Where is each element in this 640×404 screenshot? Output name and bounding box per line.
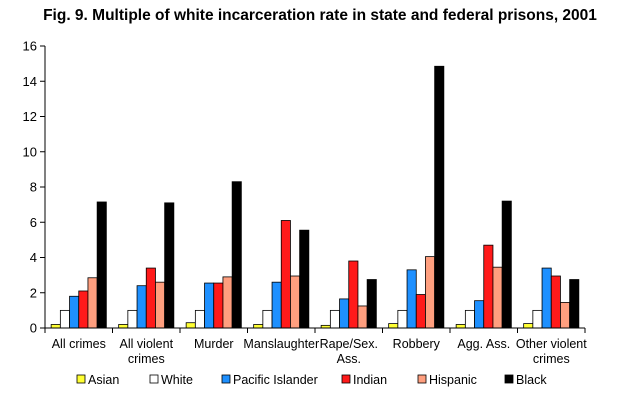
y-tick-label: 12 [23, 109, 37, 124]
bar-hispanic-4 [357, 305, 368, 329]
bar-pacific-islander-3 [271, 281, 282, 329]
legend-swatch-black [504, 374, 514, 384]
bar-white-1 [127, 309, 138, 329]
legend-swatch-white [149, 374, 159, 384]
legend-swatch-asian [76, 374, 86, 384]
legend-label-pacific-islander: Pacific Islander [233, 373, 318, 387]
bar-indian-1 [145, 267, 156, 329]
x-category-label: crimes [128, 352, 165, 366]
y-tick-label: 4 [30, 250, 37, 265]
bar-black-1 [164, 202, 175, 329]
bar-asian-6 [455, 324, 466, 329]
bar-asian-1 [118, 324, 129, 329]
bar-indian-6 [483, 244, 494, 329]
x-category-label: crimes [533, 352, 570, 366]
bar-black-4 [366, 279, 377, 329]
x-category-label: Other violent [516, 337, 587, 351]
bar-indian-0 [78, 290, 89, 329]
bar-hispanic-3 [290, 275, 301, 329]
bar-black-6 [501, 200, 512, 329]
y-tick-label: 10 [23, 144, 37, 159]
y-tick-label: 16 [23, 39, 37, 54]
y-tick-label: 2 [30, 285, 37, 300]
bar-indian-2 [213, 282, 224, 329]
bar-black-3 [299, 229, 310, 329]
legend-swatch-pacific-islander [221, 374, 231, 384]
bar-hispanic-0 [87, 277, 98, 329]
y-tick-label: 0 [30, 321, 37, 336]
bar-hispanic-6 [492, 266, 503, 329]
bar-asian-0 [50, 324, 61, 329]
x-category-label: All crimes [52, 337, 106, 351]
bar-black-7 [569, 279, 580, 329]
bar-pacific-islander-1 [136, 285, 147, 329]
bar-white-7 [532, 309, 543, 329]
bar-pacific-islander-2 [204, 282, 215, 329]
x-category-label: Ass. [337, 352, 361, 366]
bar-white-3 [262, 309, 273, 329]
y-tick-label: 8 [30, 180, 37, 195]
legend-label-indian: Indian [353, 373, 387, 387]
bar-asian-7 [523, 323, 534, 329]
x-category-label: Manslaughter [243, 337, 319, 351]
bar-indian-5 [415, 294, 426, 329]
legend-label-asian: Asian [88, 373, 119, 387]
legend-label-hispanic: Hispanic [429, 373, 477, 387]
bar-hispanic-5 [425, 256, 436, 329]
bar-pacific-islander-5 [406, 269, 417, 329]
bar-hispanic-7 [560, 302, 571, 329]
bar-pacific-islander-6 [474, 300, 485, 329]
legend: Asian White Pacific Islander Indian Hispanic… [76, 373, 547, 387]
legend-label-white: White [161, 373, 193, 387]
bar-white-5 [397, 309, 408, 329]
bar-pacific-islander-4 [339, 298, 350, 329]
bar-asian-5 [388, 323, 399, 329]
x-category-label: Agg. Ass. [457, 337, 510, 351]
x-category-label: Rape/Sex. [320, 337, 378, 351]
plot-area [50, 65, 580, 329]
bar-hispanic-2 [222, 276, 233, 329]
bar-pacific-islander-0 [69, 295, 80, 329]
bar-indian-4 [348, 260, 359, 329]
bar-asian-3 [253, 324, 264, 329]
bar-white-2 [194, 309, 205, 329]
x-category-label: Murder [194, 337, 234, 351]
y-tick-label: 6 [30, 215, 37, 230]
bar-white-0 [59, 309, 70, 329]
legend-label-black: Black [516, 373, 547, 387]
bar-black-0 [96, 201, 107, 329]
bar-black-2 [231, 181, 242, 329]
legend-swatch-indian [341, 374, 351, 384]
bar-white-4 [329, 309, 340, 329]
bar-indian-7 [550, 275, 561, 329]
bar-black-5 [434, 65, 445, 329]
legend-swatch-hispanic [417, 374, 427, 384]
x-category-label: Robbery [393, 337, 441, 351]
bar-asian-2 [185, 322, 196, 329]
x-category-label: All violent [120, 337, 174, 351]
bar-hispanic-1 [155, 281, 166, 329]
bar-white-6 [464, 309, 475, 329]
bar-pacific-islander-7 [541, 267, 552, 329]
bar-indian-3 [280, 220, 291, 329]
chart-title: Fig. 9. Multiple of white incarceration … [43, 7, 597, 24]
y-tick-label: 14 [23, 74, 37, 89]
